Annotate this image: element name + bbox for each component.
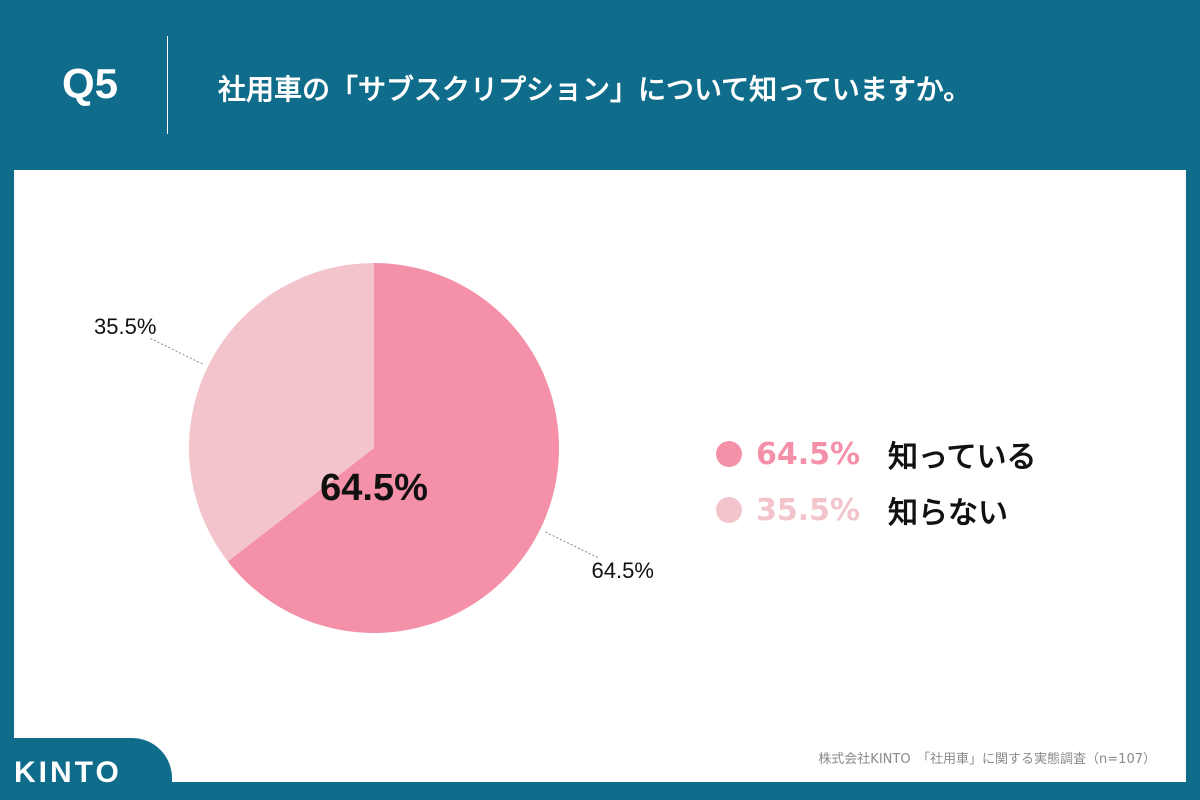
- pie-slice-1: [189, 263, 374, 562]
- legend-swatch-known: [716, 441, 742, 467]
- pie-chart: 64.5% 64.5% 35.5%: [94, 263, 654, 634]
- legend-label-known: 知っている: [888, 440, 1037, 475]
- header-divider: [167, 36, 168, 134]
- leader-line-1: [150, 338, 203, 365]
- legend-pct-known: 64.5%: [756, 436, 861, 472]
- chart-panel: 64.5% 64.5% 35.5% 64.5% 知っている 35.5% 知らない: [14, 170, 1186, 782]
- leader-line-0: [545, 531, 598, 558]
- legend-swatch-unknown: [716, 497, 742, 523]
- pie-slice-0: [227, 263, 559, 634]
- legend-item-unknown: 35.5% 知らない: [716, 482, 1037, 538]
- kinto-logo: KINTO: [14, 756, 122, 789]
- legend: 64.5% 知っている 35.5% 知らない: [716, 426, 1037, 538]
- slice-label-1: 35.5%: [94, 314, 156, 339]
- question-number: Q5: [62, 60, 119, 107]
- legend-pct-unknown: 35.5%: [756, 492, 861, 528]
- legend-item-known: 64.5% 知っている: [716, 426, 1037, 482]
- kinto-logo-tab: KINTO: [0, 738, 172, 800]
- source-note: 株式会社KINTO 「社用車」に関する実態調査（n=107）: [818, 752, 1156, 767]
- header: Q5 社用車の「サブスクリプション」について知っていますか。: [0, 0, 1200, 168]
- legend-label-unknown: 知らない: [888, 496, 1008, 531]
- slice-label-0: 64.5%: [592, 558, 654, 583]
- pie-center-label: 64.5%: [320, 467, 428, 509]
- question-title: 社用車の「サブスクリプション」について知っていますか。: [218, 73, 972, 106]
